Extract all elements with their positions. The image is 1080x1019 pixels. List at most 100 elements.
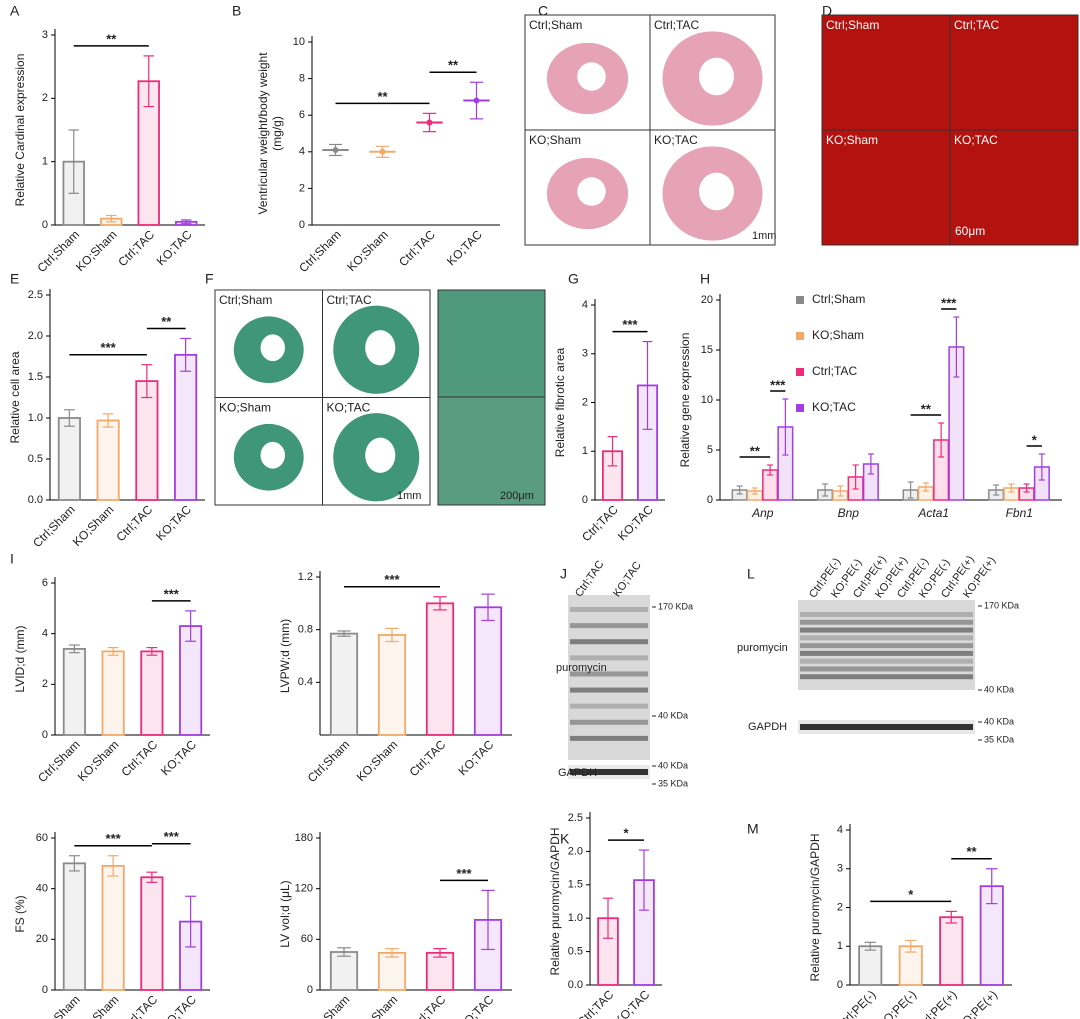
y-tick-label: 0 [42,219,48,231]
y-tick-label: 2.5 [28,289,43,301]
y-tick-label: 2 [837,901,843,913]
x-tick-label: Ctrl;Sham [30,502,78,550]
x-tick-label: KO;TAC [158,737,199,778]
group-label: KO;TAC [654,133,698,147]
y-tick-label: 0.5 [28,453,43,465]
loading-band [800,724,973,730]
y-tick-label: 0 [837,979,843,991]
y-axis-title: Relative Cardinal expression [13,54,27,207]
group-label: Ctrl;TAC [327,293,372,307]
y-axis-title: FS (%) [13,895,27,932]
bar [377,951,407,991]
blot-band [800,674,973,680]
marker-label: 40 KDa [658,710,688,720]
bar [101,864,125,991]
x-tick-label: KO;TAC [456,992,497,1019]
x-tick-label: KO;Sham [70,502,117,549]
x-tick-label: KO;Sham [354,737,401,784]
legend-marker [796,404,804,412]
significance-label: *** [164,586,180,601]
significance-label: *** [164,829,180,844]
y-tick-label: 60 [36,832,48,844]
y-tick-label: 1.0 [568,912,583,924]
x-tick-label: Ctrl;Sham [35,992,83,1019]
marker-label: 40 KDa [984,684,1014,694]
blot-band [570,655,648,661]
blot-label: puromycin [737,642,788,654]
bar [174,353,198,501]
y-tick-label: 4 [299,146,305,158]
y-tick-label: 0.0 [568,979,583,991]
panel-label: L [747,566,755,582]
y-axis-title: LV vol;d (μL) [278,880,292,947]
y-tick-label: 0 [707,494,713,506]
x-tick-label: Ctrl;TAC [407,992,449,1019]
y-tick-label: 0 [582,494,588,506]
lane-label: KO;TAC [611,560,644,600]
y-tick-label: 3 [837,863,843,875]
blot-band [570,719,648,725]
bar [57,417,81,501]
blot-band [570,671,648,677]
group-label: Ctrl;Sham [529,18,582,32]
scale-label: 1mm [397,490,421,502]
scale-label: 1mm [752,230,776,242]
x-tick-label: Ctrl;Sham [35,737,83,785]
bar [101,650,125,736]
y-tick-label: 15 [701,344,713,356]
y-tick-label: 0 [299,219,305,231]
y-axis-title: Relative puromycin/GAPDH [548,827,562,975]
x-tick-label: Ctrl;TAC [575,987,617,1019]
x-tick-label: Ctrl;TAC [118,737,160,779]
x-tick-label: KO;TAC [615,502,656,543]
blot-band [800,658,973,664]
y-tick-label: 0 [307,984,313,996]
blot-label: GAPDH [558,767,597,779]
blot-band [570,607,648,612]
y-tick-label: 5 [707,444,713,456]
blot-band [800,612,973,617]
panel-label: K [560,831,570,847]
marker-label: 35 KDa [658,778,688,788]
panel-label: B [232,3,241,19]
significance-label: *** [101,340,117,355]
loading-band [570,769,648,775]
significance-label: *** [622,317,638,332]
blot-band [800,619,973,625]
group-label: Ctrl;Sham [219,293,272,307]
bar [425,602,455,736]
blot-label: puromycin [556,662,607,674]
marker-label: 170 KDa [658,601,693,611]
x-tick-label: Ctrl;Sham [305,992,353,1019]
panel-label: I [10,551,14,567]
lumen [260,334,285,362]
x-tick-label: KO;Sham [75,737,122,784]
y-axis-title: Relative cell area [8,351,22,443]
group-label: Ctrl;TAC [954,18,999,32]
y-tick-label: 3 [42,29,48,41]
x-tick-label: Ctrl;TAC [115,227,157,269]
y-tick-label: 0 [42,729,48,741]
y-axis-title: Ventricular weight/body weight [256,52,270,215]
image-tile [821,129,951,246]
x-tick-label: Ctrl;TAC [407,737,449,779]
y-tick-label: 2.0 [568,845,583,857]
y-tick-label: 10 [293,36,305,48]
y-tick-label: 8 [299,73,305,85]
blot-band [800,627,973,633]
x-tick-label: Ctrl;TAC [579,502,621,544]
panel-label: A [10,3,20,19]
group-label: KO;Sham [826,133,878,147]
significance-label: ** [161,314,172,329]
x-tick-label: Ctrl;TAC [113,502,155,544]
panel-label: M [747,821,759,837]
significance-label: *** [941,295,957,310]
x-tick-label: KO;PE(-) [875,987,919,1019]
legend-marker [796,368,804,376]
marker-label: 170 KDa [984,600,1019,610]
y-tick-label: 4 [582,299,588,311]
y-tick-label: 1.2 [298,571,313,583]
bar [179,625,203,736]
y-tick-label: 120 [295,883,313,895]
